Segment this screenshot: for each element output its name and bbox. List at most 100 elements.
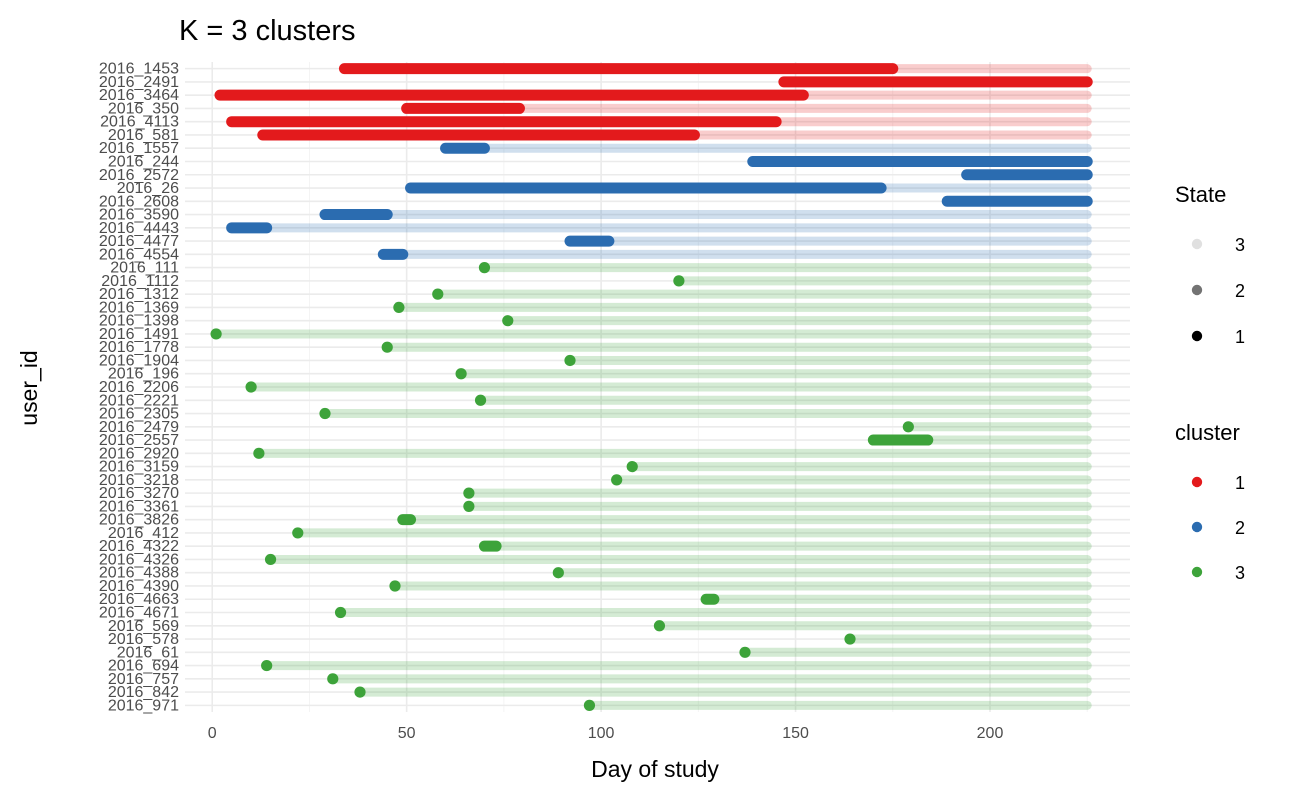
y-tick-label: 2016_569 [108, 618, 179, 635]
active-state-point [626, 460, 638, 473]
x-tick-label: 50 [398, 725, 416, 742]
user-row [463, 487, 1092, 499]
user-row [583, 699, 1092, 711]
y-tick-label: 2016_196 [108, 366, 179, 383]
y-tick-label: 2016_4390 [99, 578, 179, 595]
y-tick-label: 2016_971 [108, 697, 179, 714]
active-state-point [389, 580, 401, 592]
y-tick-label: 2016_4477 [99, 233, 179, 250]
y-tick-label: 2016_412 [108, 525, 179, 542]
user-row [653, 620, 1092, 632]
y-tick-label: 2016_4671 [99, 605, 179, 622]
active-state-point [552, 567, 564, 579]
x-axis-title: Day of study [591, 756, 719, 782]
state-legend-key [1191, 238, 1203, 250]
y-gridlines [185, 67, 1130, 707]
active-state-point [381, 341, 393, 353]
y-tick-label: 2016_4663 [99, 591, 179, 608]
user-row [253, 447, 1092, 459]
active-state-point [253, 447, 265, 459]
y-tick-label: 2016_2572 [99, 167, 179, 184]
user-row [327, 673, 1092, 685]
y-tick-label: 2016_757 [108, 671, 179, 688]
user-row [474, 394, 1092, 406]
state-legend-label: 3 [1235, 235, 1245, 255]
y-tick-label: 2016_3159 [99, 459, 179, 476]
user-row [245, 381, 1092, 393]
x-tick-label: 100 [588, 725, 615, 742]
user-row [478, 262, 1092, 274]
x-tick-label: 0 [208, 725, 217, 742]
state-legend-key [1191, 330, 1203, 342]
y-tick-label: 2016_244 [108, 153, 179, 170]
active-state-point [210, 328, 222, 340]
y-tick-label: 2016_1557 [99, 140, 179, 157]
active-state-point [264, 553, 277, 566]
y-tick-label: 2016_2608 [99, 193, 179, 210]
state-legend-title: State [1175, 182, 1226, 207]
y-tick-label: 2016_4554 [99, 246, 179, 263]
y-tick-label: 2016_1491 [99, 326, 179, 343]
active-state-point [261, 659, 273, 672]
y-tick-label: 2016_350 [108, 100, 179, 117]
y-tick-label: 2016_1778 [99, 339, 179, 356]
cluster-legend-key [1191, 566, 1203, 578]
state-legend-label: 1 [1235, 327, 1245, 347]
user-row [502, 315, 1092, 327]
y-tick-label: 2016_1453 [99, 61, 179, 78]
user-row [210, 328, 1092, 340]
y-tick-label: 2016_3464 [99, 87, 179, 104]
user-row [463, 500, 1092, 512]
user-row [393, 301, 1092, 314]
user-row [319, 407, 1092, 420]
y-tick-label: 2016_2557 [99, 432, 179, 449]
chart-title: K = 3 clusters [179, 15, 356, 47]
user-row [844, 633, 1092, 645]
active-state-point [455, 368, 467, 380]
user-row [564, 354, 1092, 367]
y-tick-label: 2016_26 [117, 180, 179, 197]
y-tick-label: 2016_111 [110, 260, 179, 277]
y-tick-label: 2016_2206 [99, 379, 179, 396]
active-state-point [673, 275, 685, 287]
cluster-legend-key [1191, 521, 1203, 533]
user-row [264, 553, 1092, 566]
x-axis-tick-labels: 0 50 100 150 200 [208, 725, 1004, 742]
y-tick-label: 2016_4322 [99, 538, 179, 555]
y-tick-label: 2016_581 [108, 127, 179, 144]
y-tick-label: 2016_842 [108, 684, 179, 701]
y-tick-label: 2016_61 [117, 644, 179, 661]
state-legend-label: 2 [1235, 281, 1245, 301]
user-row [389, 580, 1092, 592]
state-legend: State 3 2 1 [1175, 182, 1245, 347]
active-state-point [319, 407, 331, 420]
data-marks [210, 63, 1093, 711]
user-row [739, 646, 1092, 658]
x-tick-label: 200 [977, 725, 1004, 742]
y-tick-label: 2016_2305 [99, 406, 179, 423]
active-state-point [463, 500, 475, 512]
y-tick-label: 2016_578 [108, 631, 179, 648]
y-tick-label: 2016_1112 [101, 273, 179, 290]
cluster-legend-key [1191, 476, 1203, 488]
cluster-legend: cluster 1 2 3 [1175, 420, 1245, 583]
y-tick-label: 2016_1904 [99, 352, 179, 369]
y-tick-label: 2016_694 [108, 658, 179, 675]
active-state-point [334, 606, 347, 619]
y-tick-label: 2016_2491 [99, 74, 179, 91]
user-row [292, 527, 1092, 539]
y-tick-label: 2016_4113 [100, 114, 179, 131]
user-row [673, 275, 1092, 287]
user-row [334, 606, 1092, 619]
active-state-point [739, 646, 751, 658]
x-tick-label: 150 [782, 725, 809, 742]
active-state-point [502, 315, 514, 327]
user-row [381, 341, 1092, 353]
y-tick-label: 2016_2920 [99, 445, 179, 462]
y-tick-label: 2016_3270 [99, 485, 179, 502]
active-state-point [474, 394, 487, 406]
active-state-point [245, 381, 257, 393]
y-tick-label: 2016_2221 [99, 392, 179, 409]
active-state-point [564, 354, 576, 367]
